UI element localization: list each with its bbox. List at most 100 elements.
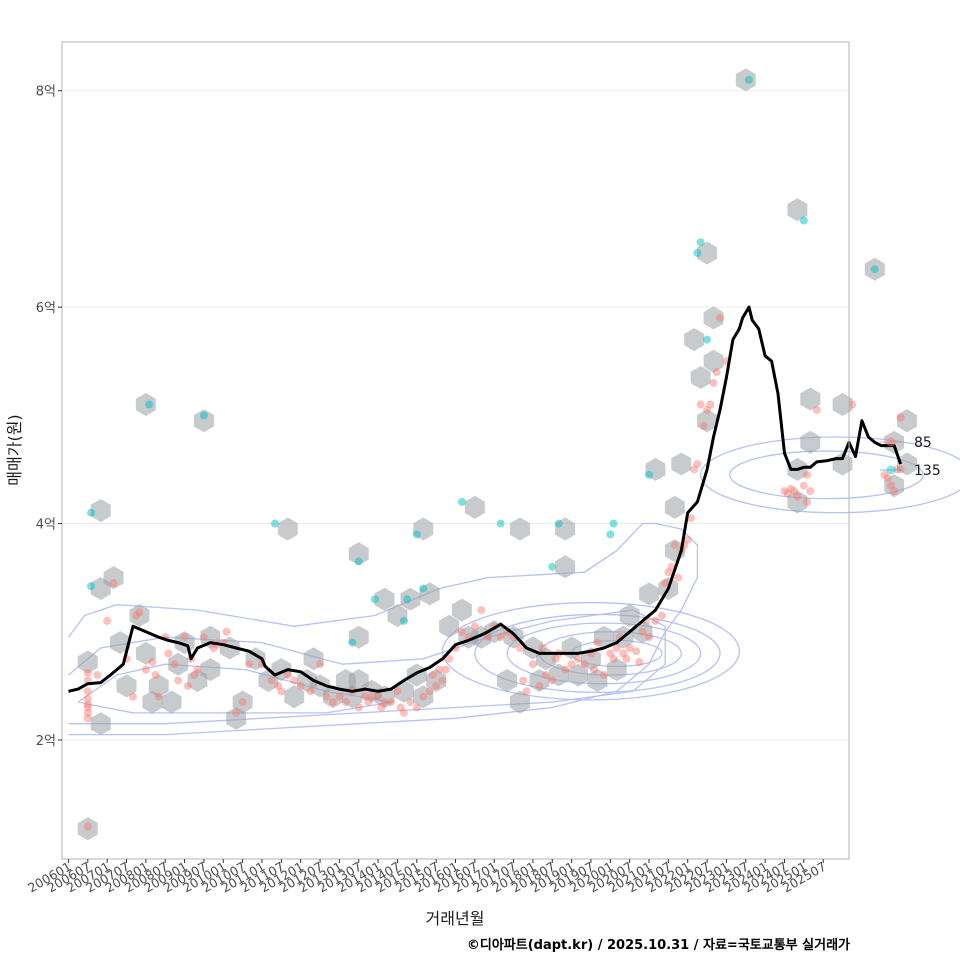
point-85 xyxy=(425,687,434,696)
hexbin-cell xyxy=(148,674,169,698)
point-85 xyxy=(406,698,415,707)
hexbin-cell xyxy=(110,631,130,655)
point-85 xyxy=(541,671,550,680)
legend-key-point xyxy=(886,465,896,475)
point-85 xyxy=(83,703,92,712)
point-85 xyxy=(538,643,547,652)
point-85 xyxy=(141,665,150,674)
hexbin-cell xyxy=(587,669,608,692)
point-85 xyxy=(432,681,441,690)
point-85 xyxy=(428,671,437,680)
point-85 xyxy=(651,616,660,625)
point-85 xyxy=(635,658,644,667)
point-85 xyxy=(83,687,92,696)
hexbin-cell xyxy=(135,641,156,665)
y-tick-label: 2억 xyxy=(36,734,56,749)
hexbin-cell xyxy=(671,452,692,476)
point-85 xyxy=(657,611,666,620)
y-tick-label: 6억 xyxy=(36,301,56,316)
point-85 xyxy=(164,649,173,658)
point-85 xyxy=(470,622,479,631)
source-caption: ©디아파트(dapt.kr) / 2025.10.31 / 자료=국토교통부 실… xyxy=(466,938,850,953)
hexbin-cell xyxy=(684,328,705,352)
point-85 xyxy=(477,606,486,615)
point-85 xyxy=(519,676,528,685)
point-85 xyxy=(435,665,444,674)
point-85 xyxy=(93,671,102,680)
hexbin-cell xyxy=(690,366,711,389)
hexbin-cell xyxy=(426,669,447,692)
hexbin-cell xyxy=(884,474,905,498)
hexbin-cell xyxy=(374,587,395,611)
point-85 xyxy=(328,698,337,707)
hexbin-cell xyxy=(77,650,98,674)
y-axis: 2억 4억 6억 8억 xyxy=(36,85,62,749)
point-85 xyxy=(780,487,789,496)
point-135 xyxy=(399,616,408,625)
point-85 xyxy=(296,681,305,690)
contour-mid xyxy=(68,609,666,725)
point-85 xyxy=(706,400,715,409)
hexbin-cell xyxy=(703,306,724,330)
hexbin-cell xyxy=(555,555,576,579)
hexbin-cell xyxy=(77,817,98,841)
point-85 xyxy=(199,633,208,642)
point-85 xyxy=(638,627,647,636)
point-85 xyxy=(670,541,679,550)
point-85 xyxy=(609,654,618,663)
contour-ring xyxy=(700,436,960,514)
point-85 xyxy=(128,692,137,701)
point-85 xyxy=(690,465,699,474)
contour-ring xyxy=(729,450,924,500)
hexbin-cell xyxy=(529,669,550,692)
point-85 xyxy=(703,405,712,414)
point-85 xyxy=(567,660,576,669)
hexbin-cell xyxy=(219,636,240,660)
point-85 xyxy=(793,492,802,501)
point-135 xyxy=(87,582,96,591)
hexbin-cell xyxy=(439,614,459,638)
point-85 xyxy=(412,703,421,712)
hexbin-cell xyxy=(787,490,808,514)
point-85 xyxy=(109,579,118,588)
point-85 xyxy=(441,665,450,674)
point-85 xyxy=(83,708,92,717)
point-85 xyxy=(83,822,92,831)
point-85 xyxy=(516,643,525,652)
hexbin-cell xyxy=(619,604,640,627)
point-85 xyxy=(399,708,408,717)
point-85 xyxy=(135,608,144,617)
point-85 xyxy=(848,400,857,409)
hexbin-cell xyxy=(800,387,821,411)
point-85 xyxy=(699,422,708,431)
point-85 xyxy=(232,708,241,717)
hexbin-cell xyxy=(593,625,614,649)
point-85 xyxy=(715,313,724,322)
point-85 xyxy=(712,368,721,377)
point-85 xyxy=(190,671,199,680)
y-tick-label: 4억 xyxy=(36,518,56,533)
hexbin-cell xyxy=(348,542,369,566)
hexbin-cell xyxy=(787,198,808,222)
point-85 xyxy=(799,481,808,490)
hexbin-cell xyxy=(161,690,182,714)
point-85 xyxy=(419,692,428,701)
point-85 xyxy=(274,681,283,690)
point-135 xyxy=(354,557,363,566)
legend-label: 85 xyxy=(914,435,932,451)
point-85 xyxy=(361,692,370,701)
point-85 xyxy=(193,665,202,674)
point-85 xyxy=(625,643,634,652)
hexbin-cell xyxy=(697,241,717,265)
point-135 xyxy=(145,400,154,409)
point-135 xyxy=(199,411,208,420)
point-85 xyxy=(132,611,141,620)
x-axis-title: 거래년월 xyxy=(426,909,485,928)
point-135 xyxy=(645,470,654,479)
point-85 xyxy=(377,703,386,712)
hexbin-cell xyxy=(697,409,717,433)
legend: 85 135 xyxy=(880,435,941,479)
point-135 xyxy=(609,519,618,528)
point-85 xyxy=(335,692,344,701)
